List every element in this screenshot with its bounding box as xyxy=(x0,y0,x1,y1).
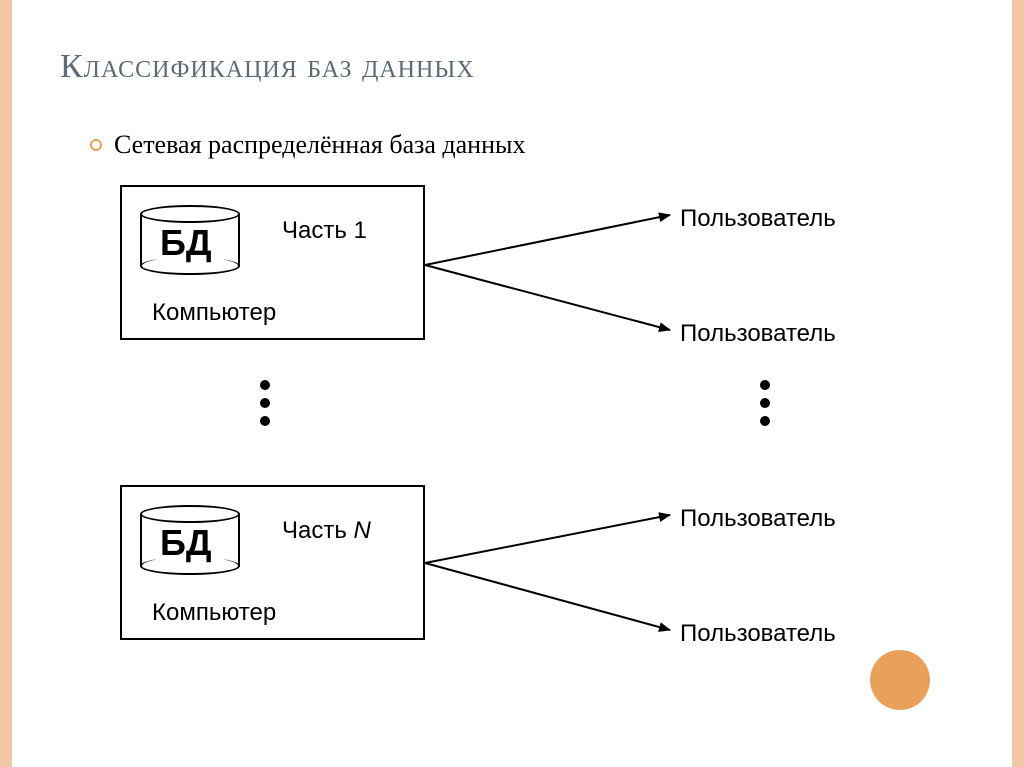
user-label-1: Пользователь xyxy=(680,205,836,233)
computer-box-2: БД Часть N Компьютер xyxy=(120,485,425,640)
arrow-3 xyxy=(425,515,670,563)
user-label-2: Пользователь xyxy=(680,320,836,348)
arrow-2 xyxy=(425,265,670,330)
vdots-right xyxy=(760,380,770,426)
computer-label: Компьютер xyxy=(152,299,276,327)
arrow-4 xyxy=(425,563,670,630)
user-label-3: Пользователь xyxy=(680,505,836,533)
arrow-1 xyxy=(425,215,670,265)
subtitle-text: Сетевая распределённая база данных xyxy=(114,130,525,160)
user-label-4: Пользователь xyxy=(680,620,836,648)
subtitle-row: Сетевая распределённая база данных xyxy=(90,130,525,160)
db-label: БД xyxy=(160,222,212,264)
vdots-left xyxy=(260,380,270,426)
computer-box-1: БД Часть 1 Компьютер xyxy=(120,185,425,340)
part-label: Часть N xyxy=(282,517,371,545)
part-label: Часть 1 xyxy=(282,217,367,245)
diagram-area: БД Часть 1 Компьютер БД Часть N Компьютер Поль… xyxy=(100,185,920,685)
accent-circle-icon xyxy=(870,650,930,710)
computer-label: Компьютер xyxy=(152,599,276,627)
slide-title: Классификация баз данных xyxy=(60,48,475,86)
bullet-icon xyxy=(90,139,102,151)
db-label: БД xyxy=(160,522,212,564)
